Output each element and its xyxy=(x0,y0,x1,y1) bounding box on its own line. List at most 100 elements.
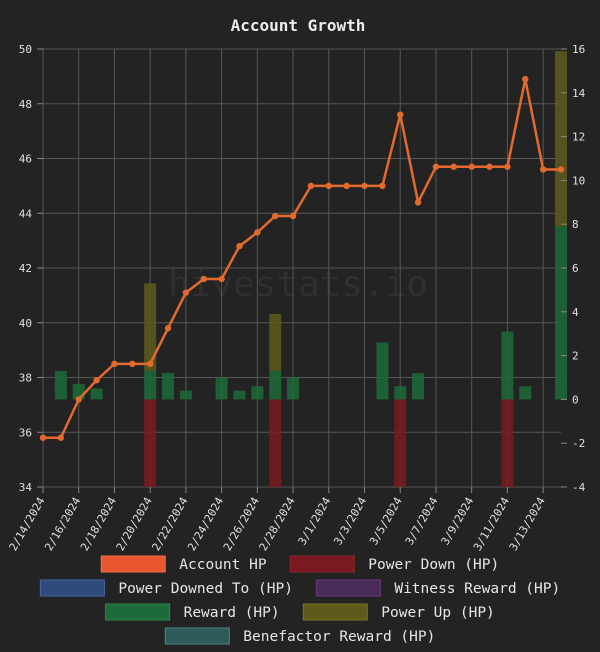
y-right-tick-label: 14 xyxy=(572,87,586,100)
account-hp-point xyxy=(289,212,297,220)
legend-label: Power Downed To (HP) xyxy=(118,581,293,597)
x-tick-label: 2/18/2024 xyxy=(78,495,119,553)
y-right-tick-label: -4 xyxy=(572,481,586,494)
y-right-tick-label: 2 xyxy=(572,350,579,363)
y-left-tick-label: 38 xyxy=(19,372,32,385)
y-left-tick-label: 50 xyxy=(19,43,32,56)
account-hp-series xyxy=(39,75,565,441)
bar-power-down-hp xyxy=(269,399,282,487)
x-tick-label: 2/28/2024 xyxy=(257,495,298,553)
bar-reward-hp xyxy=(376,342,389,400)
x-tick-label: 3/13/2024 xyxy=(507,495,548,553)
legend-label: Power Up (HP) xyxy=(381,605,495,621)
x-tick-label: 3/11/2024 xyxy=(471,495,512,553)
legend-swatch xyxy=(164,627,230,645)
bar-power-up-hp xyxy=(555,51,567,227)
y-left-tick-label: 44 xyxy=(19,207,33,220)
account-hp-point xyxy=(325,182,332,190)
chart-title: Account Growth xyxy=(231,16,366,35)
account-hp-point xyxy=(111,360,118,368)
x-tick-label: 3/7/2024 xyxy=(403,495,441,548)
account-hp-point xyxy=(504,163,511,170)
y-right-tick-label: 4 xyxy=(572,306,579,319)
x-tick-label: 3/3/2024 xyxy=(331,495,369,548)
account-hp-point xyxy=(146,360,154,368)
legend-label: Witness Reward (HP) xyxy=(394,581,560,597)
account-hp-point xyxy=(254,229,261,236)
account-hp-line xyxy=(43,78,561,439)
account-hp-point xyxy=(379,182,386,190)
legend-swatch xyxy=(289,555,355,573)
account-hp-point xyxy=(57,434,65,441)
y-right-tick-label: 16 xyxy=(572,43,585,56)
account-hp-point xyxy=(397,111,404,118)
grid xyxy=(42,48,561,488)
account-hp-point xyxy=(39,434,47,441)
legend-swatch xyxy=(105,603,171,621)
account-hp-point xyxy=(343,182,350,190)
y-left-tick-label: 36 xyxy=(19,426,32,439)
bar-reward-hp xyxy=(394,386,407,400)
legend-label: Benefactor Reward (HP) xyxy=(243,629,435,645)
account-hp-point xyxy=(486,163,493,170)
legend-label: Account HP xyxy=(179,557,267,573)
account-hp-point xyxy=(522,75,529,83)
legend-swatch xyxy=(302,603,368,621)
legend: Account HP Power Down (HP) Power Downed To… xyxy=(39,555,560,645)
bar-reward-hp xyxy=(251,386,264,400)
account-hp-point xyxy=(557,166,565,173)
bar-reward-hp xyxy=(555,226,567,400)
bar-reward-hp xyxy=(144,370,157,400)
bar-reward-hp xyxy=(412,373,425,400)
x-tick-label: 2/22/2024 xyxy=(149,495,190,553)
legend-swatch xyxy=(315,579,381,597)
bar-power-up-hp xyxy=(144,283,157,371)
account-hp-point xyxy=(307,182,315,190)
account-hp-point xyxy=(414,199,422,206)
watermark: hivestats.io xyxy=(168,264,428,305)
bar-reward-hp xyxy=(54,370,67,400)
y-right-tick-label: 6 xyxy=(572,262,579,275)
account-hp-point xyxy=(468,163,475,170)
account-hp-point xyxy=(129,360,136,368)
y-left-tick-label: 34 xyxy=(19,481,33,494)
y-left-tick-label: 40 xyxy=(19,317,32,330)
y-left-tick-label: 46 xyxy=(19,153,32,166)
y-right-tick-label: 10 xyxy=(572,174,585,187)
account-hp-point xyxy=(200,275,207,283)
x-tick-label: 3/1/2024 xyxy=(296,495,334,548)
bar-reward-hp xyxy=(269,370,282,400)
legend-label: Reward (HP) xyxy=(184,605,280,621)
bar-reward-hp xyxy=(233,390,246,400)
bar-power-down-hp xyxy=(394,399,407,487)
account-hp-point xyxy=(432,163,440,170)
legend-label: Power Down (HP) xyxy=(368,557,499,573)
account-hp-point xyxy=(236,242,243,250)
bar-series xyxy=(54,51,567,487)
bar-reward-hp xyxy=(90,388,103,400)
bar-reward-hp xyxy=(215,377,228,400)
y-left-tick-label: 42 xyxy=(19,262,32,275)
x-tick-label: 2/14/2024 xyxy=(7,495,48,553)
bar-power-down-hp xyxy=(501,399,514,487)
account-hp-point xyxy=(539,166,547,173)
x-tick-label: 2/16/2024 xyxy=(42,495,83,553)
y-right-tick-label: 0 xyxy=(572,393,579,406)
bar-power-up-hp xyxy=(269,313,282,371)
account-hp-point xyxy=(361,182,368,190)
x-tick-label: 2/26/2024 xyxy=(221,495,262,553)
account-hp-point xyxy=(272,212,279,220)
bar-reward-hp xyxy=(287,377,300,400)
x-tick-label: 3/9/2024 xyxy=(439,495,477,548)
legend-swatch xyxy=(39,579,105,597)
account-hp-point xyxy=(450,163,458,170)
bar-power-down-hp xyxy=(144,399,157,487)
bar-reward-hp xyxy=(179,390,192,400)
account-hp-point xyxy=(218,275,225,283)
bar-reward-hp xyxy=(519,386,532,400)
account-hp-point xyxy=(164,325,172,332)
x-tick-label: 2/24/2024 xyxy=(185,495,226,553)
y-right-tick-label: 8 xyxy=(572,218,579,231)
y-right-tick-label: 12 xyxy=(572,131,585,144)
